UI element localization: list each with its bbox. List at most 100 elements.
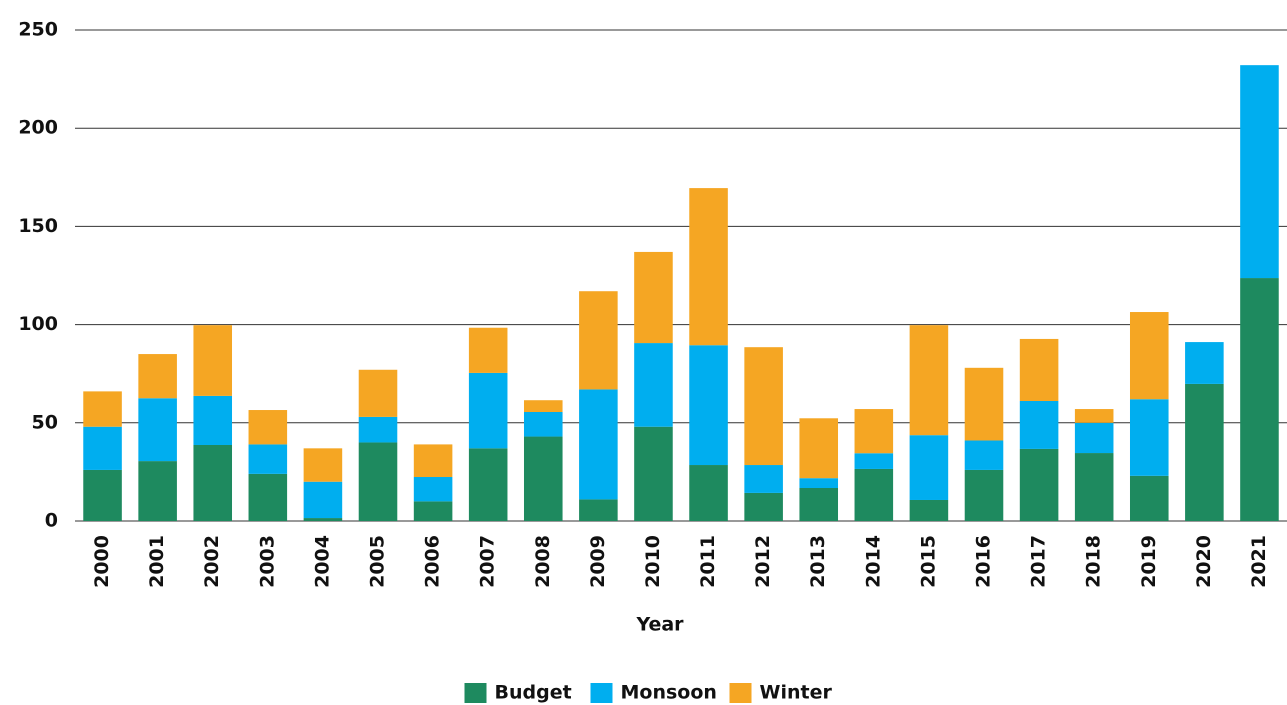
bar-segment	[1240, 278, 1279, 521]
bar-segment	[909, 325, 949, 436]
bar-segment	[193, 444, 233, 521]
bar-segment	[138, 398, 177, 462]
x-tick-label: 2013	[807, 535, 829, 588]
bar-segment	[1074, 422, 1114, 454]
bar-segment	[468, 448, 508, 521]
bar-segment	[854, 468, 894, 521]
x-tick-label: 2019	[1138, 535, 1160, 588]
bar-segment	[744, 492, 783, 521]
bar-segment	[413, 477, 453, 502]
bar-segment	[1185, 342, 1224, 384]
bar-segment	[579, 291, 618, 390]
bar-segment	[248, 444, 288, 474]
x-tick-label: 2005	[367, 535, 389, 588]
bar-segment	[1019, 448, 1059, 521]
bar-segment	[248, 410, 288, 445]
x-tick-label: 2004	[311, 535, 333, 588]
y-tick-label: 0	[45, 510, 58, 532]
bar-segment	[799, 488, 839, 521]
bar-segment	[689, 188, 728, 346]
bar-segment	[303, 518, 343, 521]
bar-segment	[83, 426, 122, 470]
bar-segment	[964, 367, 1004, 441]
bar-segment	[579, 499, 618, 521]
bar-segment	[799, 418, 839, 479]
bar-segment	[1129, 475, 1169, 521]
bar-segment	[468, 327, 508, 373]
bar-segment	[854, 409, 894, 454]
bar-segment	[634, 343, 673, 427]
x-tick-label: 2015	[917, 535, 939, 588]
x-tick-label: 2014	[862, 535, 884, 588]
bar-segment	[138, 354, 177, 399]
legend-label: Budget	[495, 682, 572, 704]
x-tick-label: 2002	[201, 535, 223, 588]
bar-segment	[634, 251, 673, 344]
x-tick-label: 2000	[91, 535, 113, 588]
bar-segment	[468, 372, 508, 449]
x-axis-label: Year	[635, 614, 684, 636]
bar-segment	[138, 461, 177, 521]
x-tick-label: 2003	[256, 535, 278, 588]
bar-segment	[248, 473, 288, 521]
legend-swatch	[729, 683, 752, 703]
bar-segment	[1074, 453, 1114, 521]
bar-segment	[689, 345, 728, 466]
x-tick-label: 2011	[697, 535, 719, 588]
y-tick-label: 200	[18, 117, 58, 139]
bar-segment	[964, 469, 1004, 521]
bar-segment	[1129, 312, 1169, 400]
x-tick-label: 2017	[1028, 535, 1050, 588]
bar-segment	[303, 481, 343, 519]
legend-label: Winter	[760, 682, 833, 704]
bar-segment	[193, 395, 233, 445]
bar-segment	[909, 499, 949, 521]
y-tick-label: 100	[18, 313, 58, 335]
bar-segment	[523, 411, 563, 437]
bar-segment	[303, 448, 343, 482]
bar-segment	[358, 442, 398, 521]
x-tick-label: 2001	[146, 535, 168, 588]
legend-swatch	[464, 683, 487, 703]
bar-segment	[744, 465, 783, 493]
bar-segment	[1129, 399, 1169, 476]
bar-segment	[1019, 400, 1059, 449]
legend-swatch	[590, 683, 613, 703]
bar-segment	[358, 369, 398, 417]
bar-segment	[413, 444, 453, 478]
bar-segment	[689, 465, 728, 521]
bar-segment	[1074, 409, 1114, 423]
x-tick-label: 2008	[532, 535, 554, 588]
x-tick-label: 2020	[1193, 535, 1215, 588]
bar-segment	[523, 436, 563, 521]
x-tick-label: 2018	[1083, 535, 1105, 588]
bar-segment	[854, 453, 894, 469]
bar-segment	[523, 400, 563, 412]
bar-segment	[579, 389, 618, 500]
y-tick-label: 150	[18, 215, 58, 237]
bar-segment	[799, 478, 839, 489]
bar-segment	[634, 426, 673, 521]
y-tick-label: 50	[32, 411, 58, 433]
bar-segment	[1240, 65, 1279, 279]
x-tick-label: 2006	[422, 535, 444, 588]
x-tick-label: 2009	[587, 535, 609, 588]
bar-segment	[1019, 338, 1059, 401]
bar-segment	[909, 435, 949, 500]
x-tick-label: 2010	[642, 535, 664, 588]
bar-segment	[1185, 383, 1224, 521]
legend-label: Monsoon	[621, 682, 717, 704]
bar-segment	[193, 325, 233, 396]
bar-segment	[83, 469, 122, 521]
y-tick-label: 250	[18, 19, 58, 41]
bar-segment	[744, 347, 783, 466]
x-tick-label: 2021	[1248, 535, 1270, 588]
bar-segment	[358, 416, 398, 443]
x-tick-label: 2012	[752, 535, 774, 588]
x-tick-label: 2016	[973, 535, 995, 588]
bar-segment	[413, 501, 453, 521]
bar-segment	[964, 440, 1004, 470]
x-tick-label: 2007	[477, 535, 499, 588]
bar-segment	[83, 391, 122, 427]
